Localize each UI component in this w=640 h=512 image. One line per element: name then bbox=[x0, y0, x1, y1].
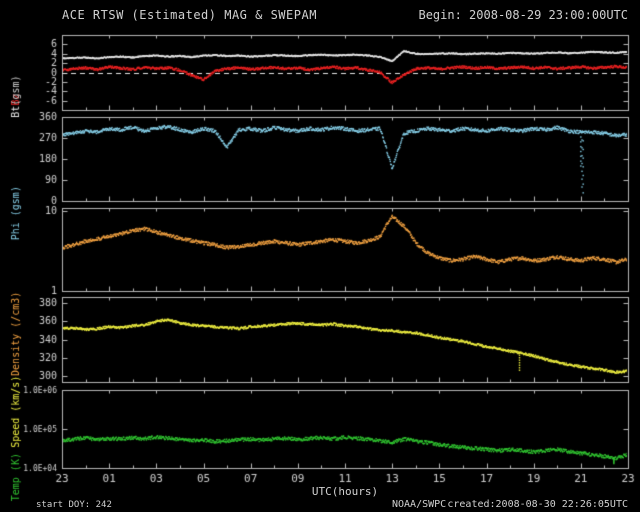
start-doy-label: start DOY: 242 bbox=[36, 500, 112, 510]
begin-timestamp: Begin: 2008-08-29 23:00:00UTC bbox=[418, 8, 628, 22]
created-timestamp: created:2008-08-30 22:26:05UTC bbox=[447, 499, 628, 510]
plot-title: ACE RTSW (Estimated) MAG & SWEPAM bbox=[62, 8, 317, 22]
x-axis-label: UTC(hours) bbox=[311, 485, 379, 498]
agency-label: NOAA/SWPC bbox=[392, 499, 447, 510]
